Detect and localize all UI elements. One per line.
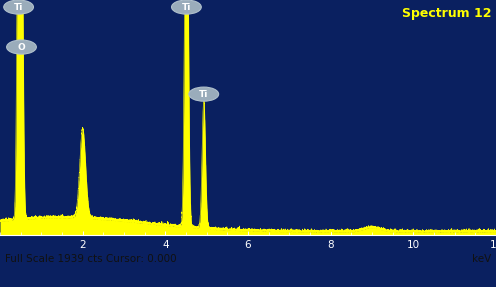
Text: Ti: Ti — [182, 3, 191, 11]
Text: keV: keV — [472, 254, 491, 263]
Text: Ti: Ti — [14, 3, 23, 11]
Circle shape — [3, 0, 33, 14]
Text: Spectrum 12: Spectrum 12 — [402, 7, 491, 20]
Text: Ti: Ti — [199, 90, 208, 99]
Text: O: O — [18, 42, 25, 52]
Circle shape — [172, 0, 201, 14]
Circle shape — [189, 87, 219, 101]
Text: Full Scale 1939 cts Cursor: 0.000: Full Scale 1939 cts Cursor: 0.000 — [5, 254, 177, 263]
Circle shape — [6, 40, 36, 54]
